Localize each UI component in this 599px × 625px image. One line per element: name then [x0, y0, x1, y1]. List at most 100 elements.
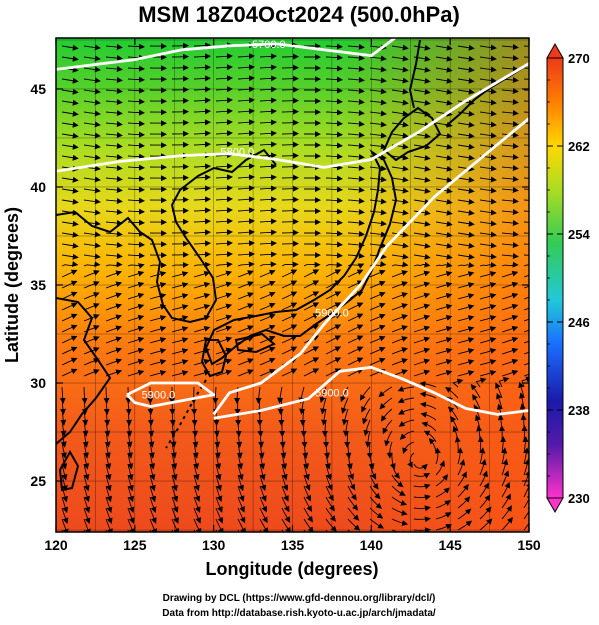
streamline-arrow [303, 302, 320, 311]
streamline-arrow [215, 141, 233, 148]
streamline-arrow [369, 313, 386, 322]
streamline-arrow [255, 386, 262, 404]
streamline-arrow [61, 132, 79, 139]
streamline-arrow [344, 430, 351, 448]
streamline-arrow [479, 494, 491, 509]
streamline-arrow [237, 507, 246, 524]
streamline-arrow [391, 165, 409, 172]
streamline-arrow [61, 198, 79, 205]
streamline-arrow [61, 220, 79, 227]
streamline-arrow [391, 99, 409, 106]
streamline-arrow [105, 220, 123, 227]
streamline-arrow [523, 351, 529, 355]
streamline-arrow [281, 507, 291, 523]
streamline-arrow [435, 231, 453, 238]
streamline-arrow [523, 373, 529, 377]
contour-line [126, 381, 216, 408]
streamline-arrow [413, 483, 431, 490]
streamline-arrow [127, 281, 145, 289]
streamline-arrow [501, 176, 519, 183]
streamline-arrow [259, 280, 276, 289]
streamline-arrow [479, 110, 497, 117]
streamline-arrow [193, 507, 202, 524]
streamline-arrow [105, 281, 123, 289]
streamline-arrow [83, 176, 101, 183]
streamline-arrow [259, 507, 268, 524]
streamline-arrow [347, 208, 365, 215]
streamline-arrow [259, 207, 277, 214]
colorbar-ticks: 230 238 246 254 262 270 [547, 51, 590, 506]
streamline-arrow [281, 452, 287, 470]
streamline-arrow [83, 187, 101, 194]
streamline-arrow [435, 326, 453, 333]
streamline-arrow [215, 207, 233, 214]
streamline-arrow [369, 132, 387, 139]
streamline-arrow [391, 474, 404, 488]
contour-line [56, 62, 529, 173]
streamline-arrow [435, 110, 453, 117]
streamline-arrow [391, 485, 406, 496]
streamline-arrow [523, 188, 529, 190]
streamline-arrow [259, 357, 276, 366]
streamline-arrow [341, 397, 349, 414]
streamline-arrow [391, 325, 408, 333]
streamline-arrow [83, 66, 101, 73]
streamline-arrow [435, 165, 453, 172]
streamline-arrow [457, 165, 475, 172]
streamline-arrow [171, 496, 179, 513]
credit-data: Data from http://database.rish.kyoto-u.a… [162, 608, 436, 619]
streamline-arrow [281, 280, 298, 289]
streamline-arrow [347, 269, 364, 278]
streamline-arrow [380, 408, 393, 422]
y-tick-label: 25 [30, 473, 46, 489]
streamline-arrow [281, 269, 298, 278]
streamline-arrow [61, 507, 69, 525]
streamline-arrow [391, 242, 409, 249]
streamline-arrow [259, 64, 277, 71]
streamline-arrow [127, 87, 145, 94]
streamline-arrow [369, 485, 381, 500]
streamline-arrow [413, 77, 431, 84]
streamline-arrow [391, 220, 409, 227]
streamline-arrow [105, 231, 123, 238]
streamline-arrow [215, 261, 233, 268]
streamline-arrow [61, 143, 79, 150]
streamline-arrow [457, 220, 475, 227]
streamline-arrow [237, 452, 244, 470]
streamline-arrow [369, 280, 386, 289]
coastline-taiwan [58, 449, 80, 492]
streamline-arrow [413, 325, 431, 333]
streamline-arrow [369, 269, 386, 278]
streamline-arrow [523, 264, 529, 267]
streamline-arrow [105, 253, 123, 260]
streamline-arrow [347, 197, 365, 204]
streamline-arrow [215, 325, 233, 333]
streamline-arrow [281, 261, 299, 268]
streamline-arrow [281, 368, 298, 377]
streamline-arrow [347, 507, 360, 521]
streamline-arrow [501, 110, 519, 117]
streamline-arrow [259, 463, 266, 481]
streamline-arrow [303, 452, 310, 470]
streamline-arrow [479, 518, 493, 531]
streamline-arrow [214, 430, 221, 448]
streamline-arrow [83, 369, 100, 377]
streamline-arrow [325, 43, 343, 50]
streamline-arrow [105, 55, 123, 62]
streamline-arrow [413, 154, 431, 161]
streamline-arrow [193, 474, 200, 492]
streamline-arrow [347, 474, 356, 491]
streamline-arrow [475, 377, 487, 388]
streamline-arrow [215, 474, 222, 492]
streamline-arrow [105, 209, 123, 216]
streamline-arrow [501, 493, 511, 509]
streamline-arrow [61, 313, 78, 322]
streamline-arrow [499, 425, 506, 443]
streamline-arrow [402, 441, 415, 454]
streamline-arrow [391, 261, 409, 268]
streamline-arrow [501, 292, 519, 300]
coastline-kyushu [200, 339, 228, 378]
streamline-arrow [501, 209, 519, 216]
streamline-arrow [325, 175, 343, 182]
streamline-arrow [215, 130, 233, 137]
